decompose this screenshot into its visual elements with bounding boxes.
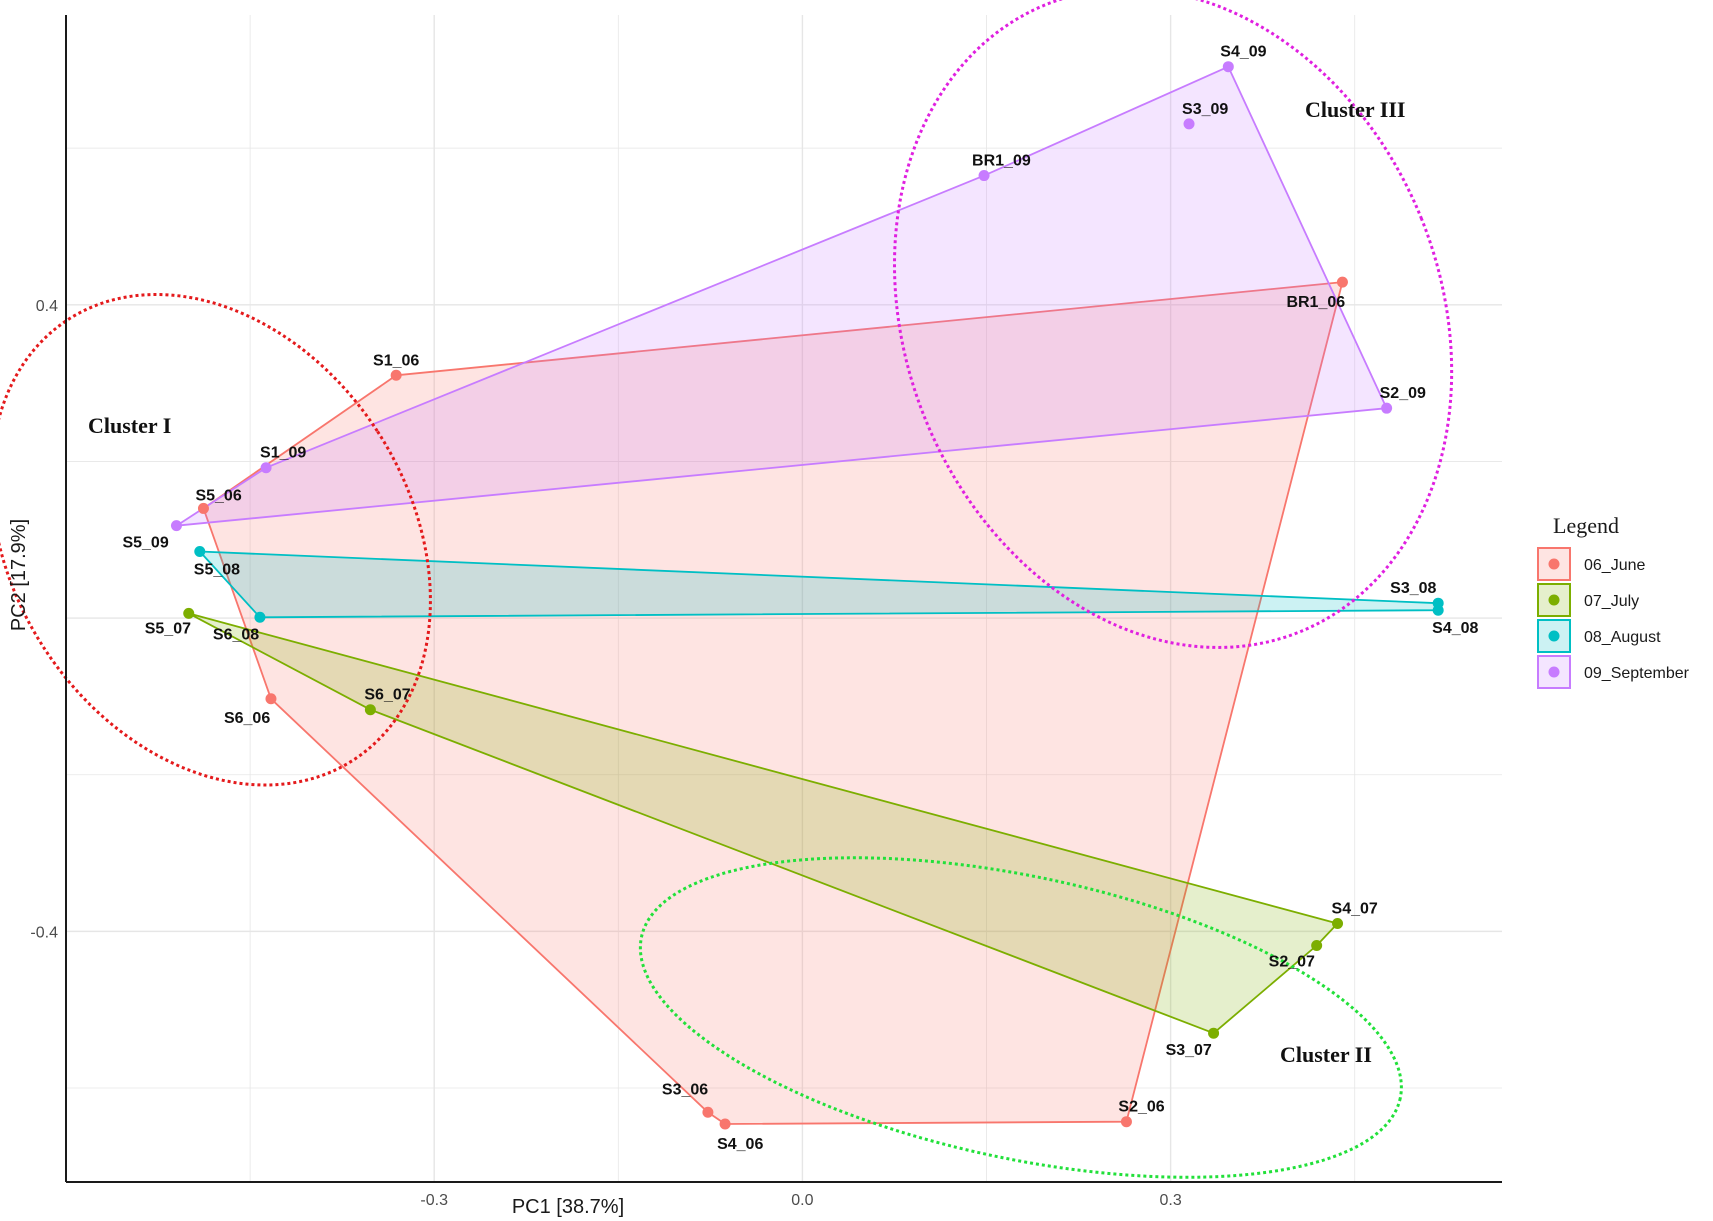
x-tick-label: -0.3 (420, 1192, 448, 1209)
point-labels: S1_06 S5_06 S6_06 S3_06 S4_06 S2_06 BR1_06 S5_0… (122, 44, 1478, 1153)
point-BR1_09 (978, 170, 990, 182)
label-S5_09: S5_09 (122, 535, 168, 552)
label-S2_06: S2_06 (1118, 1099, 1164, 1116)
label-S2_07: S2_07 (1269, 953, 1315, 970)
label-S3_09: S3_09 (1182, 101, 1228, 118)
legend-dot-06_June (1548, 558, 1560, 570)
point-S5_07 (183, 607, 195, 619)
x-tick-label: 0.3 (1159, 1192, 1181, 1209)
hull-06_June (202, 281, 1344, 1125)
point-S5_09 (170, 520, 182, 532)
point-S5_06 (197, 502, 209, 514)
legend-label-07_July: 07_July (1584, 593, 1639, 610)
point-S2_07 (1311, 939, 1323, 951)
label-S4_07: S4_07 (1332, 901, 1378, 918)
legend-label-09_September: 09_September (1584, 665, 1690, 682)
point-S1_06 (390, 369, 402, 381)
label-BR1_09: BR1_09 (972, 153, 1031, 170)
legend-dot-07_July (1548, 594, 1560, 606)
point-S4_07 (1332, 918, 1344, 930)
label-S4_08: S4_08 (1432, 620, 1478, 637)
cluster-labels: Cluster I Cluster II Cluster III (88, 97, 1405, 1067)
axes (65, 15, 1502, 1183)
x-axis-title: PC1 [38.7%] (512, 1196, 624, 1218)
y-tick-label: -0.4 (30, 924, 58, 941)
cluster-ellipse (638, 856, 1403, 1179)
label-S3_06: S3_06 (662, 1081, 708, 1098)
y-tick-label: 0.4 (36, 298, 58, 315)
hull-07_July (187, 612, 1339, 1035)
y-axis-title: PC2 [17.9%] (8, 519, 30, 631)
cluster-ellipses (0, 0, 1454, 1179)
label-S1_06: S1_06 (373, 352, 419, 369)
point-S3_07 (1208, 1027, 1220, 1039)
point-S3_06 (702, 1106, 714, 1118)
point-S2_09 (1381, 402, 1393, 414)
axis-ticks: -0.3 0.0 0.3 -0.4 0.4 (30, 298, 1181, 1209)
legend-dot-09_September (1548, 666, 1560, 678)
label-S4_09: S4_09 (1220, 44, 1266, 61)
hull-09_September (175, 65, 1388, 527)
point-BR1_06 (1336, 276, 1348, 288)
label-S2_09: S2_09 (1380, 385, 1426, 402)
point-S6_07 (364, 704, 376, 716)
legend: Legend 06_June 07_July 08_August 09_Septemb… (1537, 513, 1690, 689)
cluster-ellipse (892, 0, 1454, 649)
label-S4_06: S4_06 (717, 1136, 763, 1153)
point-S2_06 (1120, 1116, 1132, 1128)
cluster-label-2: Cluster II (1280, 1042, 1372, 1067)
label-BR1_06: BR1_06 (1286, 294, 1345, 311)
cluster-ellipse (0, 292, 432, 787)
label-S6_08: S6_08 (213, 626, 259, 643)
label-S1_09: S1_09 (260, 445, 306, 462)
label-S6_06: S6_06 (224, 710, 270, 727)
point-S6_06 (265, 693, 277, 705)
label-S5_07: S5_07 (145, 620, 191, 637)
legend-dot-08_August (1548, 630, 1560, 642)
cluster-label-3: Cluster III (1305, 97, 1405, 122)
hull-polygons (175, 65, 1440, 1125)
label-S6_07: S6_07 (364, 687, 410, 704)
point-S4_09 (1222, 61, 1234, 73)
data-points (170, 61, 1444, 1130)
grid-lines (66, 15, 1502, 1182)
cluster-label-1: Cluster I (88, 413, 171, 438)
point-S6_08 (254, 611, 266, 623)
legend-label-06_June: 06_June (1584, 557, 1645, 574)
legend-title: Legend (1553, 513, 1619, 538)
x-tick-label: 0.0 (791, 1192, 813, 1209)
label-S3_08: S3_08 (1390, 580, 1436, 597)
legend-label-08_August: 08_August (1584, 629, 1661, 646)
label-S3_07: S3_07 (1166, 1042, 1212, 1059)
point-S1_09 (260, 462, 272, 474)
point-S4_08 (1432, 604, 1444, 616)
point-S5_08 (194, 546, 206, 558)
point-S4_06 (719, 1118, 731, 1130)
label-S5_06: S5_06 (195, 487, 241, 504)
label-S5_08: S5_08 (194, 562, 240, 579)
point-S3_09 (1183, 118, 1195, 130)
